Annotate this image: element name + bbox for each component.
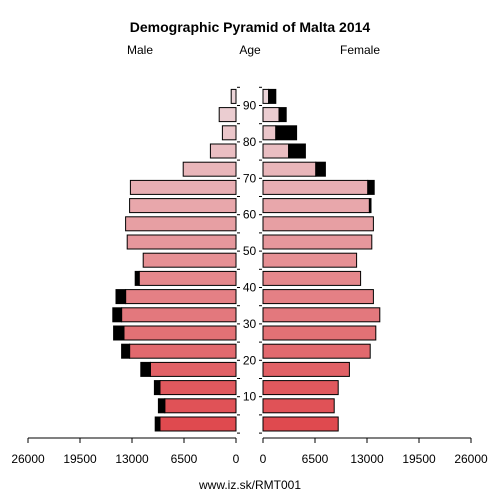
female-bar-65-69 [262, 179, 369, 195]
female-bar-20-24 [262, 343, 371, 359]
female-bar-10-14 [262, 380, 339, 396]
male-excess-40-44 [134, 270, 140, 286]
male-bar-30-34 [121, 307, 237, 323]
female-bar-85-89 [262, 107, 280, 123]
female-header: Female [340, 43, 380, 57]
female-bar-60-64 [262, 198, 370, 214]
male-bar-90+ [230, 88, 237, 104]
male-excess-35-39 [115, 289, 127, 305]
male-bar-65-69 [129, 179, 237, 195]
age-tick-label: 30 [243, 317, 257, 331]
female-bar-75-79 [262, 143, 290, 159]
x-tick-label: 13000 [350, 452, 384, 466]
x-tick-label: 19500 [63, 452, 97, 466]
male-bar-55-59 [125, 216, 237, 232]
female-bar-0-4 [262, 416, 339, 432]
female-excess-90+ [268, 88, 277, 104]
male-bar-80-84 [221, 125, 237, 141]
male-header: Male [127, 43, 153, 57]
male-excess-15-19 [140, 361, 151, 377]
female-excess-65-69 [367, 179, 375, 195]
x-tick-label: 6500 [171, 452, 198, 466]
female-bar-80-84 [262, 125, 277, 141]
age-tick-label: 60 [243, 208, 257, 222]
female-excess-85-89 [278, 107, 287, 123]
male-bar-75-79 [209, 143, 237, 159]
female-bar-30-34 [262, 307, 381, 323]
female-bar-50-54 [262, 234, 373, 250]
age-tick-label: 70 [243, 171, 257, 185]
age-tick-label: 90 [243, 99, 257, 113]
chart-title: Demographic Pyramid of Malta 2014 [130, 19, 371, 35]
age-tick-label: 20 [243, 353, 257, 367]
male-bar-0-4 [159, 416, 237, 432]
male-bar-60-64 [129, 198, 237, 214]
male-bar-40-44 [138, 270, 237, 286]
female-bar-15-19 [262, 361, 350, 377]
male-bar-50-54 [126, 234, 237, 250]
male-bar-10-14 [159, 380, 237, 396]
male-bars [112, 88, 237, 432]
x-tick-label: 6500 [302, 452, 329, 466]
female-bar-45-49 [262, 252, 358, 268]
source-footer: www.iz.sk/RMT001 [198, 478, 301, 492]
x-tick-label: 19500 [402, 452, 436, 466]
male-x-axis: 26000 19500 13000 6500 0 [11, 437, 240, 466]
male-bar-5-9 [164, 398, 237, 414]
male-excess-25-29 [113, 325, 125, 341]
female-excess-60-64 [368, 198, 372, 214]
x-tick-label: 13000 [115, 452, 149, 466]
female-bar-35-39 [262, 289, 374, 305]
male-bar-20-24 [129, 343, 237, 359]
male-bar-70-74 [182, 161, 237, 177]
age-axis: 10 20 30 40 50 60 70 80 90 [237, 86, 262, 434]
male-bar-25-29 [123, 325, 237, 341]
female-bar-5-9 [262, 398, 335, 414]
male-bar-45-49 [142, 252, 237, 268]
female-bar-25-29 [262, 325, 377, 341]
male-bar-15-19 [149, 361, 237, 377]
male-excess-30-34 [112, 307, 123, 323]
male-bar-35-39 [125, 289, 237, 305]
male-excess-20-24 [121, 343, 131, 359]
x-tick-label: 26000 [454, 452, 488, 466]
female-bars [262, 88, 381, 432]
female-excess-70-74 [315, 161, 326, 177]
x-tick-label: 26000 [11, 452, 45, 466]
female-excess-80-84 [275, 125, 298, 141]
female-x-axis: 0 6500 13000 19500 26000 [260, 437, 488, 466]
female-excess-75-79 [288, 143, 306, 159]
male-excess-0-4 [154, 416, 161, 432]
age-tick-label: 40 [243, 281, 257, 295]
age-tick-label: 10 [243, 390, 257, 404]
age-header: Age [239, 43, 261, 57]
x-tick-label: 0 [260, 452, 267, 466]
x-tick-label: 0 [233, 452, 240, 466]
female-bar-55-59 [262, 216, 374, 232]
male-bar-85-89 [218, 107, 237, 123]
female-bar-90+ [262, 88, 270, 104]
age-tick-label: 80 [243, 135, 257, 149]
male-excess-10-14 [153, 380, 161, 396]
female-bar-70-74 [262, 161, 317, 177]
female-bar-40-44 [262, 270, 362, 286]
age-tick-label: 50 [243, 244, 257, 258]
male-excess-5-9 [157, 398, 166, 414]
